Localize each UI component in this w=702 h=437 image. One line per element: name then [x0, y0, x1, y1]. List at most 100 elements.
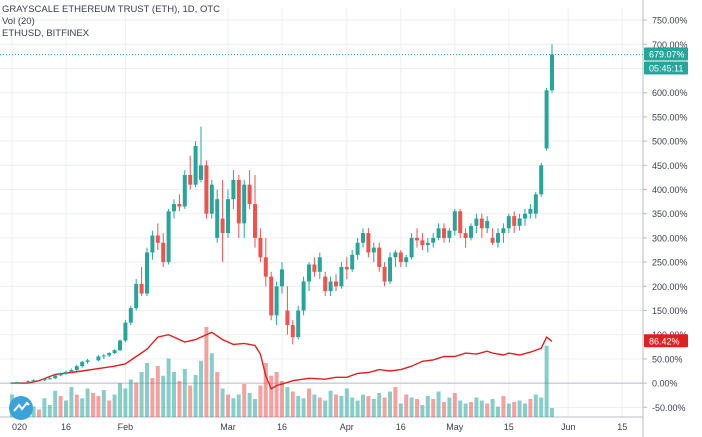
candle-body	[145, 252, 149, 294]
candle-body	[485, 220, 490, 229]
candle-body	[15, 382, 20, 384]
candle-body	[101, 355, 106, 357]
volume-bar	[290, 391, 295, 417]
candle-body	[188, 174, 193, 185]
candle-body	[172, 204, 176, 212]
volume-bar	[393, 387, 398, 417]
volume-bar	[31, 406, 36, 417]
last-price-value: 679.07%	[649, 49, 685, 59]
candle-body	[388, 257, 392, 282]
volume-bar	[469, 402, 473, 417]
volume-bar	[312, 394, 317, 417]
volume-bar	[177, 381, 182, 417]
volume-bar	[242, 384, 247, 417]
volume-bar	[220, 388, 225, 417]
volume-bar	[42, 398, 47, 417]
volume-bar	[420, 405, 425, 417]
compare-series-line	[12, 331, 553, 390]
compare-line-layer	[12, 331, 553, 390]
volume-bars	[10, 327, 554, 417]
volume-bar	[85, 388, 90, 417]
candle-body	[253, 204, 257, 238]
candle-body	[220, 218, 225, 234]
volume-bar	[301, 398, 306, 417]
candle-body	[479, 218, 484, 229]
y-tick-label: 0.00%	[652, 379, 678, 389]
volume-bar	[323, 400, 328, 417]
candle-body	[118, 340, 122, 351]
volume-bar	[91, 393, 95, 417]
volume-bar	[172, 372, 176, 417]
candle-body	[382, 266, 387, 282]
compare-value: 86.42%	[649, 336, 680, 346]
candle-body	[339, 266, 344, 287]
candle-body	[436, 228, 441, 238]
volume-bar	[155, 366, 160, 417]
candle-body	[371, 247, 376, 253]
x-tick-label: 15	[504, 422, 514, 432]
volume-bar	[258, 385, 263, 417]
candle-body	[139, 283, 144, 294]
candle-body	[323, 276, 328, 292]
candle-body	[199, 165, 203, 180]
x-tick-label: Feb	[118, 422, 134, 432]
candle-body	[231, 179, 236, 200]
volume-bar	[134, 382, 139, 417]
candle-body	[539, 165, 544, 195]
y-tick-label: 600.00%	[652, 88, 688, 98]
volume-bar	[74, 394, 79, 417]
volume-bar	[431, 399, 436, 417]
candle-body	[242, 184, 247, 224]
candle-body	[377, 247, 382, 267]
candle-body	[463, 233, 468, 238]
candle-body	[10, 382, 14, 384]
volume-bar	[118, 383, 122, 417]
candle-body	[506, 216, 511, 229]
volume-bar	[388, 391, 392, 417]
candle-body	[512, 216, 517, 226]
symbol-title: GRAYSCALE ETHEREUM TRUST (ETH), 1D, OTC	[2, 4, 220, 15]
candle-body	[431, 237, 436, 243]
candle-body	[344, 266, 349, 270]
volume-bar	[544, 345, 549, 417]
x-tick-label: Jun	[561, 422, 576, 432]
volume-bar	[150, 378, 155, 417]
x-tick-label: May	[446, 422, 464, 432]
volume-bar	[350, 397, 355, 417]
x-tick-label: Apr	[340, 422, 354, 432]
volume-bar	[344, 388, 349, 417]
candle-body	[123, 322, 128, 341]
y-tick-label: 150.00%	[652, 306, 688, 316]
y-tick-label: 500.00%	[652, 137, 688, 147]
candle-body	[452, 211, 457, 231]
candle-body	[209, 184, 214, 214]
volume-bar	[128, 379, 133, 417]
volume-bar	[409, 397, 414, 417]
candle-body	[290, 325, 295, 338]
volume-bar	[539, 397, 544, 417]
candle-body	[523, 213, 527, 219]
volume-bar	[382, 397, 387, 417]
volume-bar	[436, 391, 441, 417]
candle-body	[544, 90, 549, 149]
candle-body	[334, 281, 338, 287]
candle-body	[128, 308, 133, 323]
y-tick-label: 300.00%	[652, 233, 688, 243]
y-tick-label: 200.00%	[652, 282, 688, 292]
candle-body	[258, 237, 263, 258]
candle-body	[350, 254, 355, 270]
y-tick-label: 450.00%	[652, 161, 688, 171]
volume-bar	[317, 397, 322, 417]
y-tick-label: 250.00%	[652, 258, 688, 268]
volume-bar	[47, 405, 52, 417]
volume-bar	[253, 399, 257, 417]
y-tick-label: 400.00%	[652, 185, 688, 195]
volume-bar	[307, 388, 311, 417]
volume-bar	[80, 398, 85, 417]
candle-body	[496, 233, 500, 243]
y-tick-label: -50.00%	[652, 403, 686, 413]
volume-bar	[339, 396, 344, 417]
candle-body	[447, 230, 452, 238]
volume-bar	[166, 358, 171, 417]
